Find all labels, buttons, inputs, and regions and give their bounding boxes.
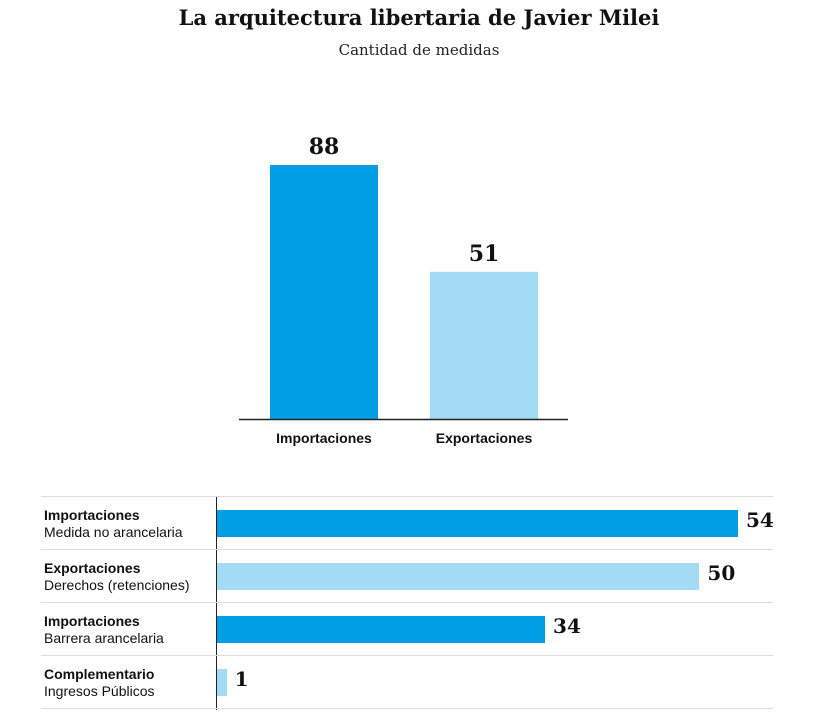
hbar-value-label: 54 — [746, 508, 774, 532]
bar-exportaciones — [430, 271, 538, 419]
hbar-label: Importaciones Medida no arancelaria — [44, 507, 214, 541]
hbar-group-label: Importaciones — [44, 613, 140, 629]
category-label: Importaciones — [276, 430, 372, 446]
hbar-group-label: Importaciones — [44, 507, 140, 523]
bar-value-label: 88 — [309, 134, 340, 160]
hbar-group-label: Exportaciones — [44, 560, 141, 576]
hbar — [217, 563, 700, 590]
chart-title: La arquitectura libertaria de Javier Mil… — [178, 5, 660, 30]
hbar-label: Complementario Ingresos Públicos — [44, 666, 214, 700]
hbar — [217, 510, 738, 537]
bar-importaciones — [270, 165, 378, 419]
hbar-label: Importaciones Barrera arancelaria — [44, 613, 214, 647]
bar-value-label: 51 — [469, 241, 500, 267]
hbar-row: Exportaciones Derechos (retenciones) 50 — [41, 549, 773, 602]
hbar-row: Importaciones Medida no arancelaria 54 — [41, 496, 774, 549]
hbar-row: Complementario Ingresos Públicos 1 — [41, 655, 773, 709]
hbar-detail-label: Derechos (retenciones) — [44, 577, 190, 593]
horizontal-bar-chart: Importaciones Medida no arancelaria 54 Expo… — [41, 496, 774, 709]
hbar-detail-label: Medida no arancelaria — [44, 524, 183, 540]
hbar-row: Importaciones Barrera arancelaria 34 — [41, 602, 773, 655]
hbar-value-label: 34 — [553, 614, 581, 638]
hbar-value-label: 50 — [707, 561, 736, 585]
category-label: Exportaciones — [436, 430, 533, 446]
hbar-value-label: 1 — [234, 667, 249, 691]
vertical-bar-chart: 88 Importaciones 51 Exportaciones — [239, 134, 568, 446]
hbar-detail-label: Barrera arancelaria — [44, 630, 164, 646]
hbar — [217, 616, 546, 643]
hbar — [217, 669, 227, 696]
horizontal-chart-axis — [216, 496, 217, 710]
hbar-detail-label: Ingresos Públicos — [44, 683, 155, 699]
hbar-group-label: Complementario — [44, 666, 155, 682]
hbar-label: Exportaciones Derechos (retenciones) — [44, 560, 214, 594]
chart-subtitle: Cantidad de medidas — [338, 41, 500, 59]
